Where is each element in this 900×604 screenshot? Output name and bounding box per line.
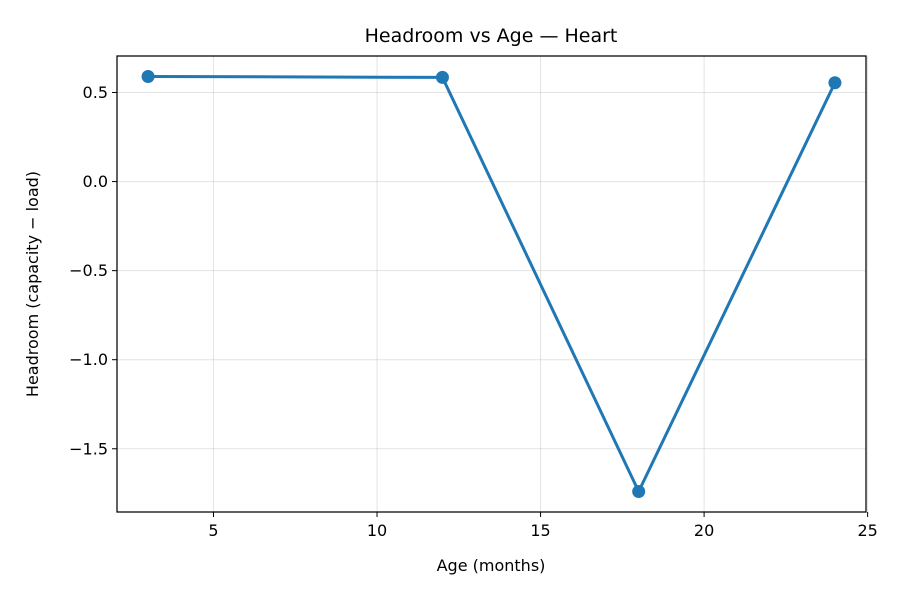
y-tick-label: 0.0 [83, 172, 108, 191]
x-axis-label: Age (months) [437, 556, 546, 575]
y-tick-label: −1.0 [69, 350, 108, 369]
series-line [146, 74, 837, 494]
data-point [141, 69, 155, 83]
plot-frame [116, 55, 867, 513]
series-layer [141, 69, 842, 499]
x-tick-label: 20 [694, 521, 714, 540]
grid [117, 56, 869, 512]
y-tick-label: −1.5 [69, 439, 108, 458]
ticks: 5 10 15 20 25 0.5 0.0 −0.5 −1.0 −1.5 [69, 83, 878, 540]
y-tick-label: 0.5 [83, 83, 108, 102]
x-tick-label: 10 [367, 521, 387, 540]
chart-title: Headroom vs Age — Heart [365, 25, 618, 47]
x-tick-label: 5 [208, 521, 218, 540]
x-tick-label: 25 [857, 521, 877, 540]
data-point [828, 76, 842, 90]
data-point [435, 70, 449, 84]
data-point [632, 485, 646, 499]
y-tick-label: −0.5 [69, 261, 108, 280]
x-tick-label: 15 [530, 521, 550, 540]
y-axis-label: Headroom (capacity − load) [23, 171, 42, 397]
